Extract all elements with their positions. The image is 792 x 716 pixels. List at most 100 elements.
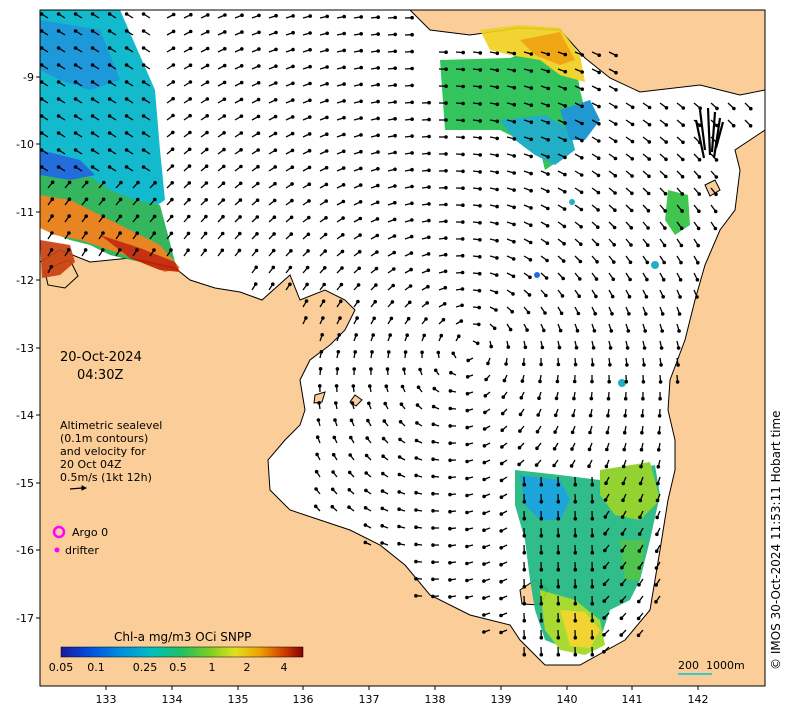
velocity-arrow-head	[308, 31, 312, 35]
velocity-arrow-head	[608, 363, 612, 367]
velocity-arrow-head	[205, 46, 210, 51]
velocity-arrow-head	[349, 418, 354, 423]
velocity-arrow-head	[522, 584, 527, 589]
velocity-arrow-head	[482, 545, 486, 550]
velocity-arrow-head	[630, 122, 635, 127]
velocity-arrow-head	[444, 202, 448, 207]
velocity-arrow-head	[448, 578, 452, 582]
velocity-arrow-head	[539, 550, 544, 555]
strong-current-streaks	[694, 107, 725, 159]
scale-bar: 200 1000m	[678, 659, 745, 675]
velocity-arrow-head	[576, 311, 581, 316]
velocity-arrow-head	[444, 50, 448, 55]
velocity-arrow-head	[590, 362, 595, 367]
velocity-arrow-head	[376, 82, 381, 87]
velocity-arrow-head	[656, 448, 661, 452]
velocity-arrow-head	[357, 266, 362, 271]
velocity-arrow-head	[590, 482, 595, 487]
credit-text: © IMOS 30-Oct-2024 11:53:11 Hobart time	[769, 410, 783, 670]
velocity-arrow-head	[253, 282, 258, 286]
velocity-arrow-head	[239, 131, 244, 135]
velocity-arrow-head	[573, 584, 578, 589]
velocity-arrow-head	[563, 87, 568, 91]
velocity-arrow-head	[414, 525, 418, 530]
velocity-arrow-head	[553, 413, 558, 418]
velocity-arrow-head	[141, 114, 146, 118]
velocity-arrow-head	[559, 311, 564, 316]
velocity-arrow-head	[410, 15, 414, 20]
velocity-arrow-head	[187, 197, 191, 202]
velocity-arrow-head	[414, 473, 418, 478]
velocity-arrow-head	[614, 70, 618, 75]
velocity-arrow-head	[431, 404, 436, 409]
velocity-arrow-head	[107, 80, 112, 84]
velocity-arrow-head	[590, 550, 595, 555]
velocity-arrow-head	[90, 46, 95, 50]
velocity-arrow-head	[478, 187, 482, 191]
velocity-arrow-head	[622, 430, 627, 435]
velocity-arrow-head	[448, 424, 453, 428]
velocity-arrow-head	[307, 199, 311, 203]
velocity-arrow-head	[460, 237, 465, 241]
velocity-arrow-head	[443, 285, 448, 290]
velocity-arrow-head	[499, 512, 504, 516]
velocity-arrow-head	[171, 46, 176, 51]
velocity-arrow-head	[398, 420, 403, 424]
velocity-arrow-head	[375, 217, 380, 221]
velocity-arrow-head	[334, 401, 338, 405]
velocity-arrow-head	[596, 190, 601, 195]
velocity-arrow-head	[370, 350, 374, 354]
velocity-arrow-head	[511, 292, 515, 296]
argo-label: Argo 0	[72, 526, 108, 539]
velocity-arrow-head	[522, 618, 527, 623]
velocity-arrow-head	[222, 63, 227, 68]
lon-tick-label: 138	[425, 693, 446, 706]
velocity-arrow-head	[406, 316, 411, 321]
velocity-arrow-head	[663, 226, 667, 230]
chlorophyll-overlay	[40, 10, 690, 655]
velocity-arrow-head	[393, 49, 398, 54]
velocity-arrow-head	[239, 97, 244, 102]
velocity-arrow-head	[570, 430, 575, 435]
velocity-arrow-head	[364, 453, 369, 458]
velocity-arrow-head	[40, 29, 44, 33]
velocity-arrow-head	[56, 148, 61, 152]
velocity-arrow-head	[595, 242, 600, 247]
velocity-arrow-head	[494, 273, 499, 277]
velocity-arrow-head	[658, 380, 663, 384]
velocity-arrow-head	[321, 316, 325, 320]
velocity-arrow-head	[50, 180, 55, 185]
lon-tick-label: 137	[359, 693, 380, 706]
velocity-arrow-head	[400, 384, 405, 389]
velocity-arrow-head	[397, 507, 401, 512]
velocity-arrow-head	[56, 63, 61, 67]
velocity-arrow-head	[630, 157, 635, 161]
velocity-arrow-head	[590, 652, 595, 657]
velocity-arrow-head	[431, 543, 435, 547]
velocity-arrow-head	[482, 477, 487, 482]
velocity-arrow-head	[341, 216, 345, 220]
velocity-arrow-head	[546, 103, 551, 108]
velocity-arrow-head	[655, 532, 659, 537]
velocity-arrow-head	[359, 116, 363, 120]
velocity-arrow-head	[255, 198, 260, 202]
velocity-arrow-head	[636, 616, 641, 621]
velocity-arrow-head	[238, 181, 243, 186]
velocity-arrow-head	[482, 528, 486, 533]
velocity-arrow-head	[271, 265, 276, 270]
velocity-arrow-head	[659, 363, 663, 367]
velocity-arrow-head	[661, 277, 666, 282]
velocity-arrow-head	[257, 30, 261, 35]
velocity-arrow-head	[638, 515, 642, 520]
velocity-arrow-head	[409, 234, 414, 239]
velocity-arrow-head	[403, 350, 408, 354]
velocity-arrow-head	[337, 333, 342, 337]
velocity-arrow-head	[256, 148, 261, 152]
velocity-arrow-head	[657, 431, 661, 435]
velocity-arrow-head	[448, 441, 453, 446]
velocity-arrow-head	[502, 378, 507, 383]
velocity-arrow-head	[607, 379, 612, 384]
velocity-arrow-head	[590, 379, 594, 384]
velocity-arrow-head	[451, 351, 456, 356]
velocity-arrow-head	[695, 295, 699, 299]
